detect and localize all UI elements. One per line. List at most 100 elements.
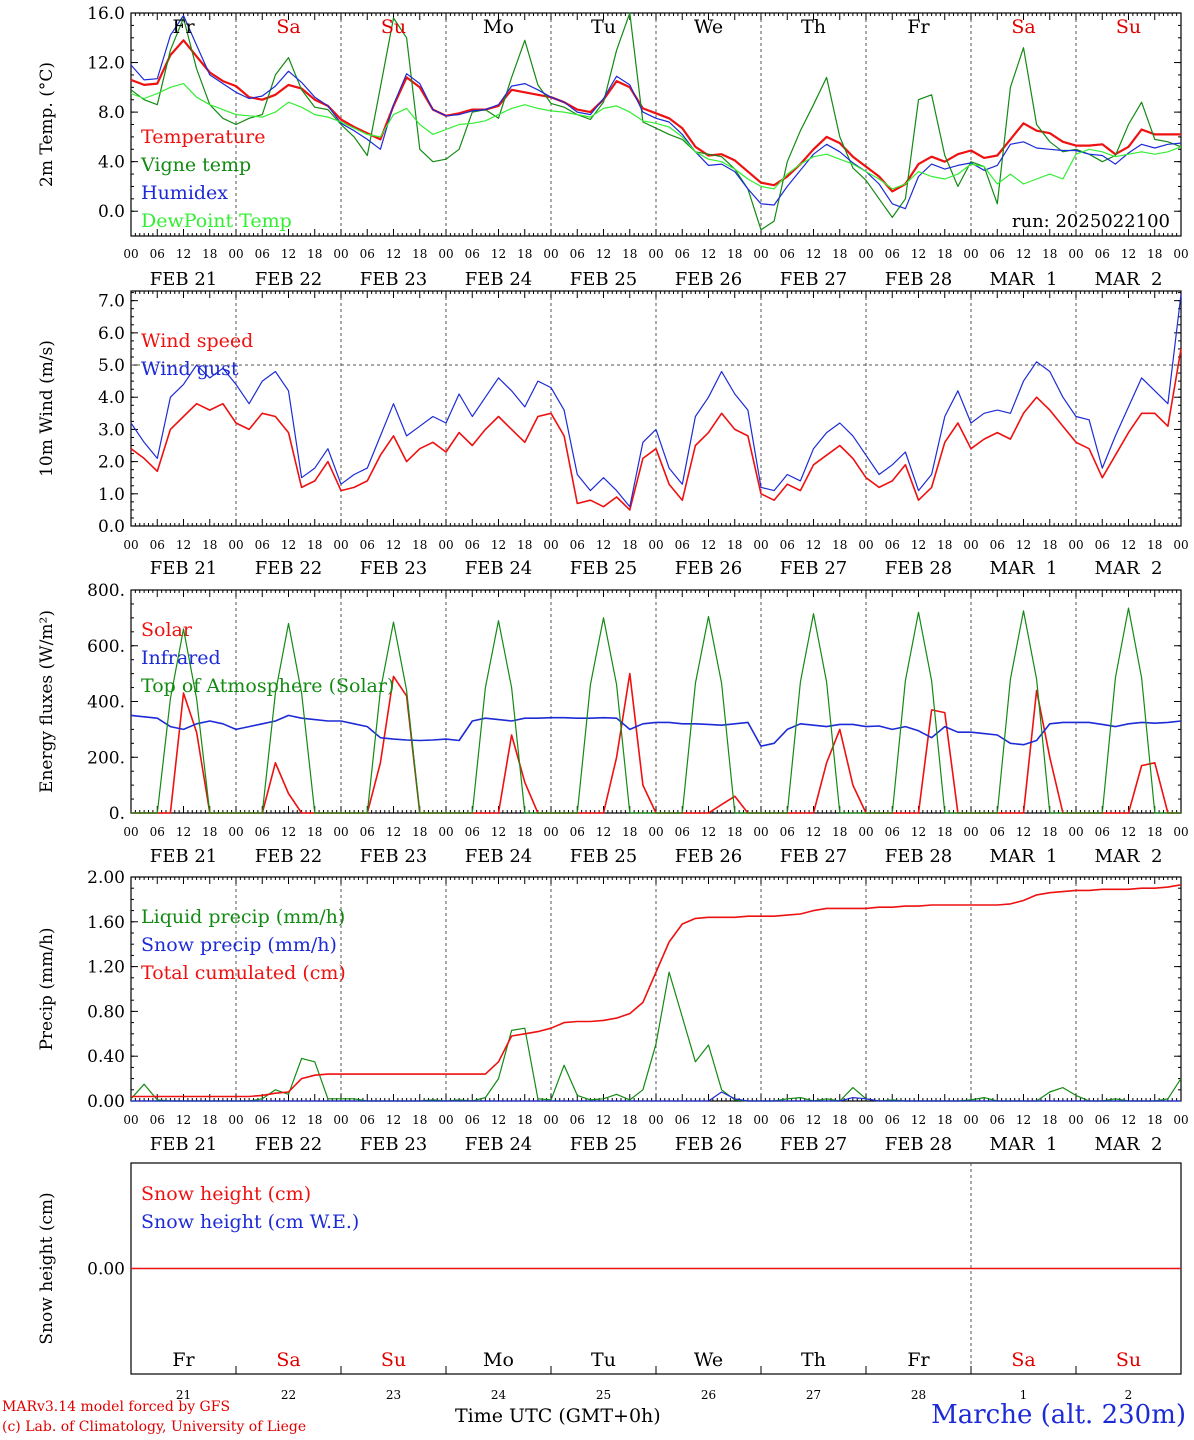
temperature-panel: 00 06 12 18 00 06 12 18 00 06 12 18 00 06 12 18 00 06 12 18… [37, 4, 1189, 290]
precip-hour-label: 06 [465, 1113, 480, 1127]
temperature-hour-label: 00 [333, 247, 348, 261]
wind-date-label: FEB 22 [255, 558, 322, 579]
wind-hour-label: 00 [648, 538, 663, 552]
energy-legend-1: Infrared [141, 647, 221, 669]
wind-hour-label: 00 [228, 538, 243, 552]
energy-date-label: FEB 26 [675, 846, 742, 867]
energy-date-label: MAR 2 [1095, 846, 1163, 867]
temperature-hour-label: 00 [753, 247, 768, 261]
lab-credit: (c) Lab. of Climatology, University of L… [2, 1419, 307, 1435]
energy-hour-label: 18 [727, 825, 742, 839]
precip-hour-label: 18 [832, 1113, 847, 1127]
precip-panel: 00 06 12 18 00 06 12 18 00 06 12 18 00 06 12 18 00 06 12 18… [37, 868, 1189, 1155]
temperature-hour-label: 18 [517, 247, 532, 261]
precip-hour-label: 12 [176, 1113, 191, 1127]
wind-ytick-label: 3.0 [98, 420, 125, 440]
wind-hour-label: 18 [412, 538, 427, 552]
energy-hour-label: 06 [675, 825, 690, 839]
precip-hour-label: 12 [491, 1113, 506, 1127]
energy-hour-label: 00 [1173, 825, 1188, 839]
wind-ytick-label: 6.0 [98, 324, 125, 344]
wind-hour-label: 18 [517, 538, 532, 552]
energy-legend-2: Top of Atmosphere (Solar) [141, 675, 394, 697]
temperature-hour-label: 00 [438, 247, 453, 261]
energy-date-label: FEB 21 [150, 846, 217, 867]
precip-date-label: FEB 24 [465, 1134, 532, 1155]
x-axis-title: Time UTC (GMT+0h) [455, 1405, 661, 1427]
temperature-hour-label: 06 [150, 247, 165, 261]
wind-hour-label: 12 [1121, 538, 1136, 552]
precip-hour-label: 06 [885, 1113, 900, 1127]
day-number-label: 2 [1125, 1388, 1133, 1402]
temperature-hour-label: 00 [1068, 247, 1083, 261]
temperature-hour-label: 18 [832, 247, 847, 261]
snow-panel: 0.00 Snow height (cm) Snow height (cm) Snow… [37, 1162, 1182, 1402]
wind-date-label: MAR 1 [990, 558, 1058, 579]
wind-hour-label: 12 [281, 538, 296, 552]
temperature-hour-label: 12 [1016, 247, 1031, 261]
temperature-legend-0: Temperature [141, 126, 265, 148]
wind-date-label: FEB 28 [885, 558, 952, 579]
wind-hour-label: 18 [1147, 538, 1162, 552]
wind-hour-label: 06 [780, 538, 795, 552]
wind-hour-label: 00 [1173, 538, 1188, 552]
precip-hour-label: 06 [150, 1113, 165, 1127]
wind-hour-label: 00 [123, 538, 138, 552]
weekday-label-bottom: Th [801, 1349, 826, 1371]
temperature-hour-label: 00 [543, 247, 558, 261]
temperature-hour-label: 06 [255, 247, 270, 261]
wind-hour-label: 06 [570, 538, 585, 552]
temperature-hour-label: 06 [885, 247, 900, 261]
wind-hour-label: 00 [753, 538, 768, 552]
temperature-legend-2: Humidex [141, 182, 228, 204]
temperature-hour-label: 00 [648, 247, 663, 261]
energy-series-2 [131, 607, 1181, 814]
wind-hour-label: 18 [307, 538, 322, 552]
wind-ytick-label: 0.0 [98, 517, 125, 537]
wind-hour-label: 18 [1042, 538, 1057, 552]
weekday-label-bottom: Tu [591, 1349, 616, 1371]
day-number-label: 24 [491, 1388, 507, 1402]
precip-hour-label: 00 [1173, 1113, 1188, 1127]
wind-ylabel: 10m Wind (m/s) [37, 340, 57, 477]
precip-hour-label: 06 [1095, 1113, 1110, 1127]
energy-hour-label: 06 [885, 825, 900, 839]
temperature-legend-3: DewPoint Temp [141, 210, 292, 232]
energy-hour-label: 12 [596, 825, 611, 839]
day-number-label: 1 [1020, 1388, 1028, 1402]
energy-hour-label: 12 [911, 825, 926, 839]
snow-ylabel: Snow height (cm) [37, 1192, 57, 1344]
energy-ytick-label: 200. [87, 748, 125, 768]
weekday-label-top: Fr [172, 16, 195, 38]
temperature-hour-label: 12 [1121, 247, 1136, 261]
precip-ytick-label: 0.40 [87, 1047, 125, 1067]
wind-hour-label: 06 [255, 538, 270, 552]
precip-date-label: FEB 26 [675, 1134, 742, 1155]
energy-hour-label: 00 [648, 825, 663, 839]
temperature-series-3 [130, 82, 1182, 190]
energy-hour-label: 00 [333, 825, 348, 839]
wind-hour-label: 00 [963, 538, 978, 552]
temperature-hour-label: 06 [780, 247, 795, 261]
wind-hour-label: 00 [543, 538, 558, 552]
precip-ylabel: Precip (mm/h) [37, 927, 57, 1050]
snow-legend-1: Snow height (cm W.E.) [141, 1211, 359, 1233]
energy-hour-label: 00 [123, 825, 138, 839]
precip-hour-label: 00 [123, 1113, 138, 1127]
wind-hour-label: 18 [202, 538, 217, 552]
precip-ytick-label: 0.80 [87, 1002, 125, 1022]
precip-hour-label: 12 [701, 1113, 716, 1127]
wind-date-label: FEB 26 [675, 558, 742, 579]
temperature-hour-label: 18 [622, 247, 637, 261]
wind-panel: 00 06 12 18 00 06 12 18 00 06 12 18 00 06 12 18 00 06 12 18… [37, 290, 1189, 579]
day-number-label: 26 [701, 1388, 716, 1402]
energy-ytick-label: 800. [87, 581, 125, 601]
energy-hour-label: 18 [1042, 825, 1057, 839]
temperature-hour-label: 06 [570, 247, 585, 261]
energy-hour-label: 00 [753, 825, 768, 839]
temperature-hour-label: 12 [911, 247, 926, 261]
wind-date-label: FEB 24 [465, 558, 532, 579]
energy-hour-label: 06 [990, 825, 1005, 839]
day-number-label: 23 [386, 1388, 401, 1402]
temperature-hour-label: 18 [937, 247, 952, 261]
